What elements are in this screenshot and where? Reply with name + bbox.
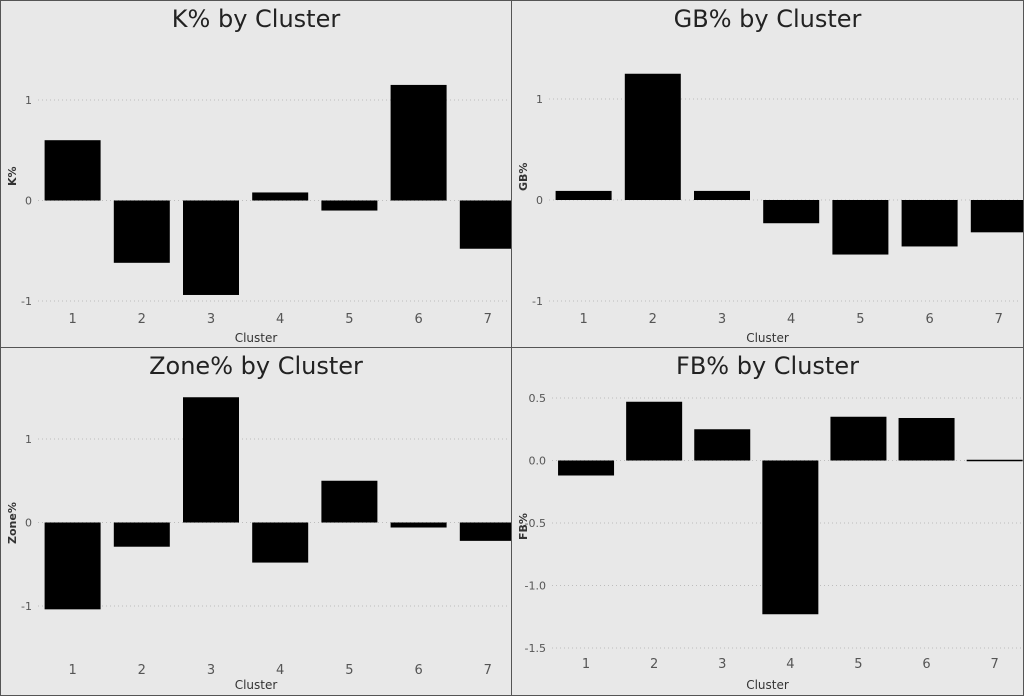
bar-cluster-5: [321, 200, 378, 211]
bar-cluster-4: [252, 192, 309, 201]
bar-cluster-3: [183, 200, 239, 295]
bar-cluster-1: [558, 460, 615, 476]
y-tick-label: 0.5: [529, 392, 547, 405]
y-tick-label: 0: [536, 194, 543, 207]
bar-cluster-5: [832, 200, 889, 255]
x-tick-label: 7: [484, 312, 492, 327]
bar-cluster-2: [113, 200, 170, 263]
chart-title: FB% by Cluster: [676, 352, 859, 380]
x-tick-label: 4: [787, 312, 795, 327]
x-axis-label: Cluster: [234, 678, 278, 692]
y-tick-label: 0: [25, 195, 32, 208]
x-axis-label: Cluster: [234, 331, 278, 345]
x-tick-label: 1: [582, 657, 590, 672]
x-tick-label: 7: [995, 312, 1003, 327]
gb-pct-bar-chart: -1 0 1 1 2 3 4 5 6 7: [532, 73, 1023, 327]
bar-cluster-4: [763, 200, 820, 224]
bar-cluster-2: [626, 401, 683, 461]
x-tick-label: 7: [991, 657, 999, 672]
bar-cluster-6: [898, 418, 955, 461]
x-tick-label: 3: [207, 312, 215, 327]
y-tick-label: 1: [536, 93, 543, 106]
bar-cluster-7: [459, 522, 511, 541]
x-tick-label: 6: [414, 663, 422, 678]
x-tick-label: 5: [856, 312, 864, 327]
y-axis-label: GB%: [517, 162, 530, 191]
x-tick-label: 1: [579, 312, 587, 327]
x-tick-label: 1: [68, 663, 76, 678]
bar-cluster-6: [390, 84, 447, 201]
y-tick-label: -1.0: [525, 580, 546, 593]
chart-panel-fb-pct[interactable]: 0.5 0.0 -0.5 -1.0 -1.5 1 2 3 4 5 6 7 FB% by Cluster…: [511, 347, 1024, 696]
x-tick-label: 4: [276, 663, 284, 678]
y-tick-label: 1: [25, 433, 32, 446]
bar-cluster-2: [113, 522, 170, 547]
y-tick-label: -1: [532, 295, 543, 308]
bar-cluster-1: [44, 140, 101, 201]
x-tick-label: 2: [650, 657, 658, 672]
bar-cluster-7: [966, 459, 1023, 462]
y-axis-label: FB%: [517, 513, 530, 540]
bar-cluster-2: [624, 73, 681, 200]
bar-cluster-5: [321, 480, 378, 523]
y-axis-label: Zone%: [6, 502, 19, 544]
x-tick-label: 4: [786, 657, 794, 672]
y-tick-label: -0.5: [525, 517, 546, 530]
bar-cluster-3: [694, 429, 751, 461]
bar-cluster-1: [44, 522, 101, 610]
bar-cluster-3: [183, 397, 239, 523]
chart-panel-gb-pct[interactable]: -1 0 1 1 2 3 4 5 6 7 GB% by Cluster GB% Cluster: [511, 0, 1024, 348]
x-tick-label: 3: [718, 657, 726, 672]
bar-cluster-6: [390, 522, 447, 528]
x-tick-label: 6: [414, 312, 422, 327]
chart-title: Zone% by Cluster: [149, 352, 363, 380]
x-tick-label: 3: [207, 663, 215, 678]
bar-cluster-3: [694, 190, 750, 200]
x-tick-label: 5: [854, 657, 862, 672]
y-tick-label: 0: [25, 517, 32, 530]
chart-panel-zone-pct[interactable]: -1 0 1 1 2 3 4 5 6 7 Zone% by Cluster Zone% Clust…: [0, 347, 512, 696]
bar-cluster-4: [762, 460, 819, 615]
x-tick-label: 6: [925, 312, 933, 327]
fb-pct-bar-chart: 0.5 0.0 -0.5 -1.0 -1.5 1 2 3 4 5 6 7: [525, 392, 1023, 672]
y-tick-label: -1.5: [525, 642, 546, 655]
x-tick-label: 5: [345, 663, 353, 678]
x-axis-label: Cluster: [746, 331, 789, 345]
chart-title: K% by Cluster: [171, 5, 341, 33]
y-tick-label: 1: [25, 94, 32, 107]
x-tick-label: 2: [138, 663, 146, 678]
y-tick-label: 0.0: [529, 455, 547, 468]
bar-cluster-4: [252, 522, 309, 563]
chart-title: GB% by Cluster: [673, 5, 862, 33]
y-axis-label: K%: [6, 166, 19, 186]
y-tick-label: -1: [21, 295, 32, 308]
bar-cluster-5: [830, 416, 887, 461]
bar-cluster-1: [555, 190, 612, 200]
x-tick-label: 3: [718, 312, 726, 327]
x-axis-label: Cluster: [746, 678, 789, 692]
bar-cluster-6: [901, 200, 958, 247]
bar-cluster-7: [459, 200, 511, 249]
x-tick-label: 4: [276, 312, 284, 327]
chart-panel-k-pct[interactable]: -1 0 1 1 2 3 4 5 6 7 K% by Cluster K% Cluster: [0, 0, 512, 348]
x-tick-label: 7: [484, 663, 492, 678]
k-pct-bar-chart: -1 0 1 1 2 3 4 5 6 7: [21, 84, 511, 327]
zone-pct-bar-chart: -1 0 1 1 2 3 4 5 6 7: [21, 397, 511, 678]
bar-cluster-7: [970, 200, 1023, 233]
x-tick-label: 6: [922, 657, 930, 672]
y-tick-label: -1: [21, 600, 32, 613]
x-tick-label: 2: [649, 312, 657, 327]
x-tick-label: 5: [345, 312, 353, 327]
x-tick-label: 1: [68, 312, 76, 327]
x-tick-label: 2: [138, 312, 146, 327]
